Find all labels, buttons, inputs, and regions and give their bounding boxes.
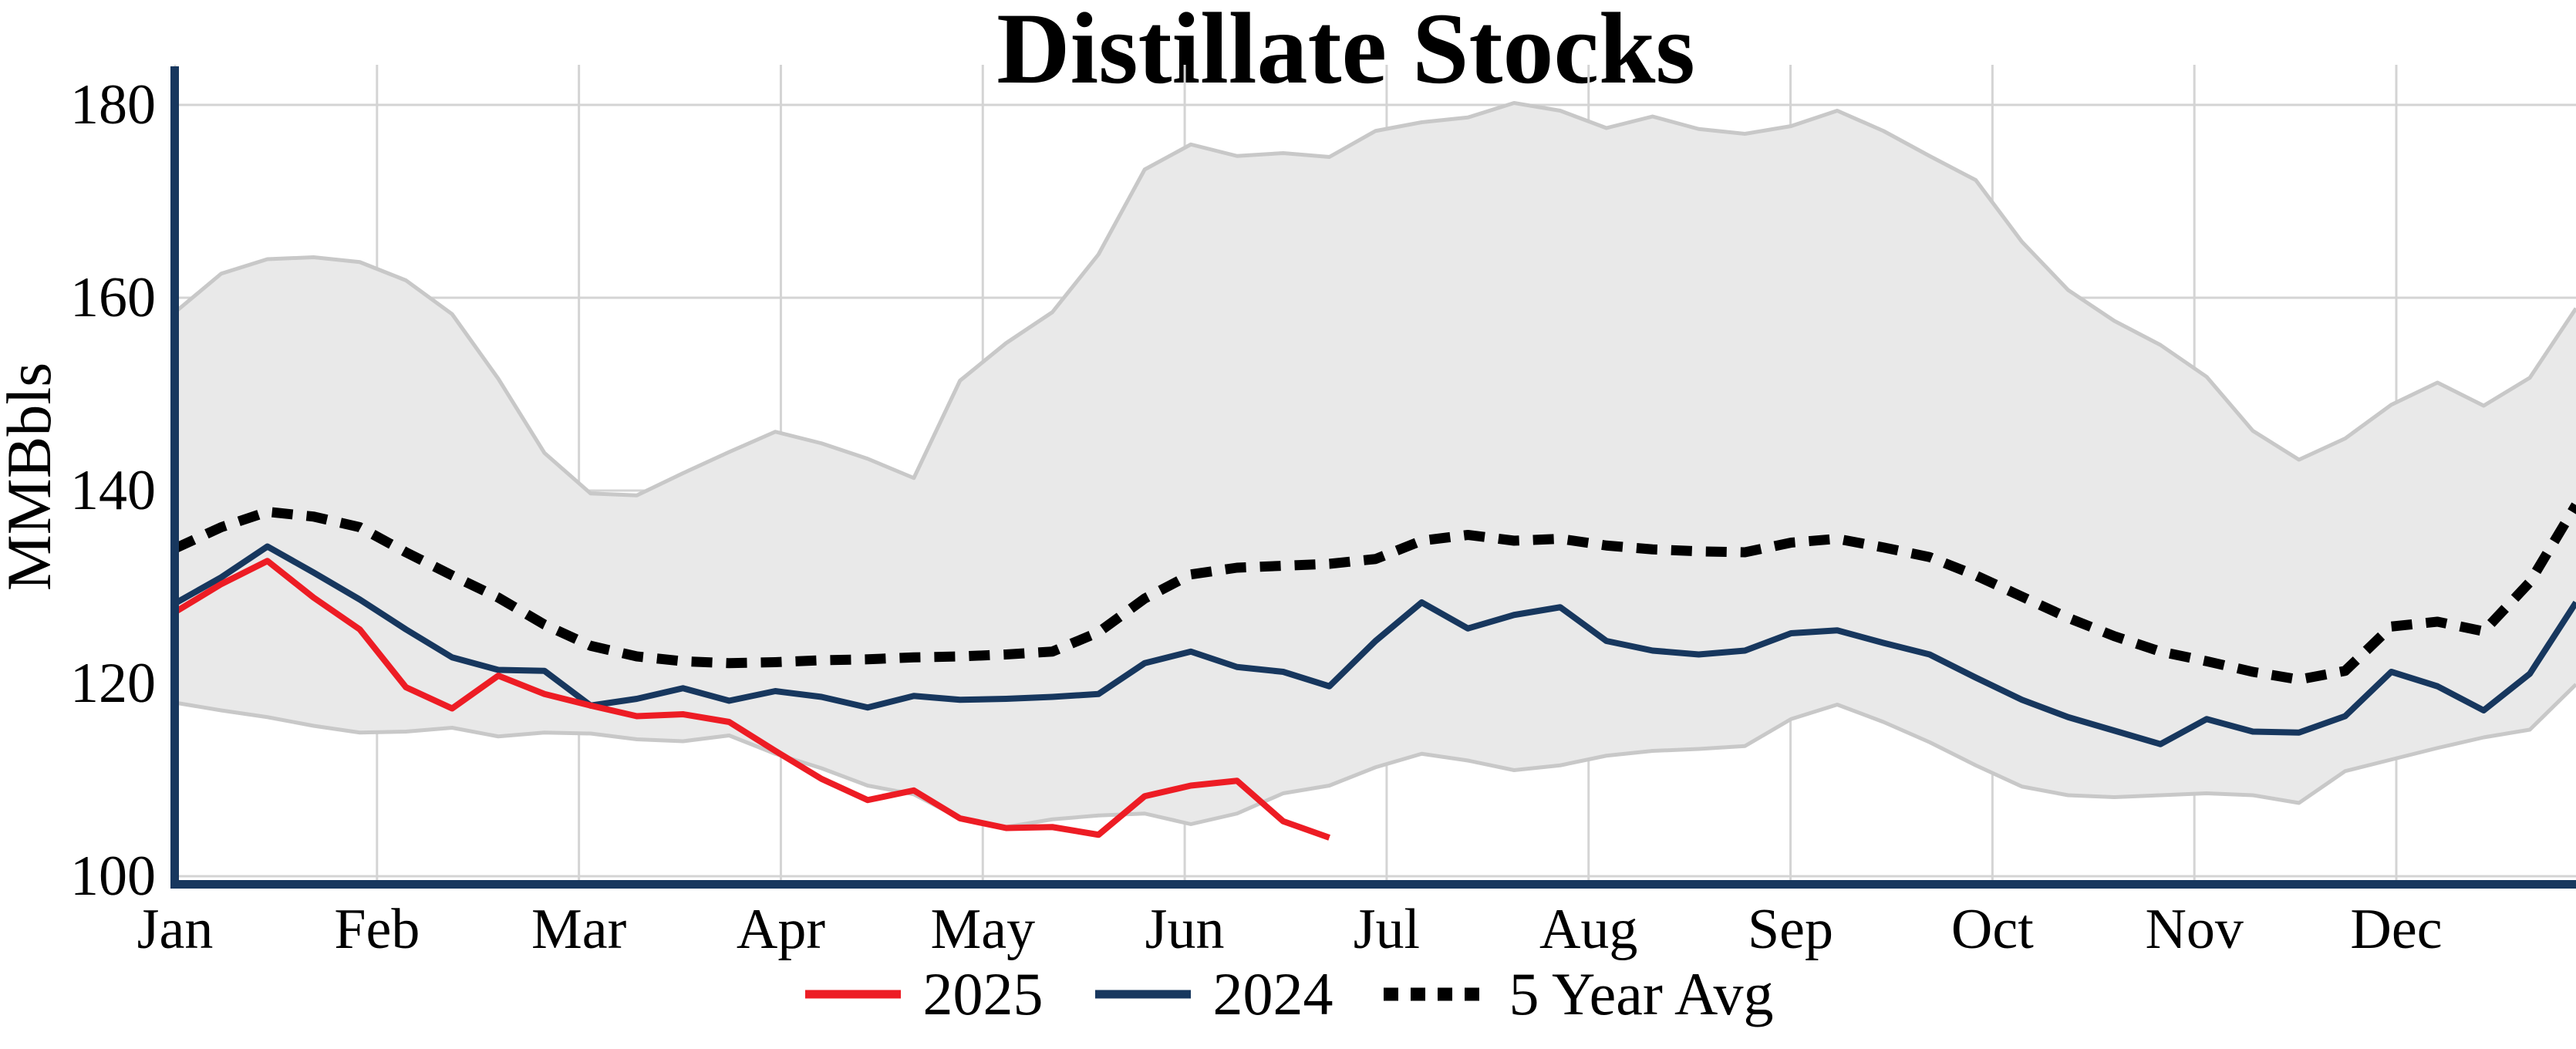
x-tick-label-Jan: Jan [137,898,214,961]
x-tick-label-Mar: Mar [531,898,627,961]
x-tick-label-Jul: Jul [1353,898,1421,961]
y-tick-label-120: 120 [70,652,156,715]
x-axis-spine [170,880,2576,889]
legend-swatch-2024-line [1095,990,1192,999]
legend-label-2024: 2024 [1212,960,1334,1027]
chart-title: Distillate Stocks [996,0,1695,105]
five-year-range-upper-edge [174,101,2576,498]
x-tick-label-Sep: Sep [1748,898,1834,961]
legend-swatch-5yr-avg-dotted-line [1384,987,1489,1001]
y-tick-label-100: 100 [70,845,156,908]
x-tick-label-Apr: Apr [736,898,825,961]
y-tick-label-160: 160 [70,266,156,329]
legend-item-2024: 2024 [1092,960,1333,1029]
legend-label-2025: 2025 [922,960,1044,1027]
x-tick-label-Aug: Aug [1539,898,1638,961]
y-tick-label-180: 180 [70,73,156,137]
five-year-range-lower-edge [174,683,2576,829]
legend-item-2025: 2025 [802,960,1043,1029]
x-tick-label-Dec: Dec [2350,898,2443,961]
series-line-2025 [173,558,1330,841]
series-line-2024 [174,543,2576,747]
legend-item-5yr-avg: 5 Year Avg [1382,960,1774,1029]
x-tick-label-Nov: Nov [2145,898,2244,961]
legend-swatch-2025-line [805,990,902,999]
y-axis-spine [170,66,179,889]
legend-label-5yr-avg: 5 Year Avg [1509,960,1774,1027]
x-tick-label-May: May [930,898,1036,961]
x-tick-label-Oct: Oct [1951,898,2034,961]
legend: 2025 2024 5 Year Avg [0,960,2576,1029]
x-tick-label-Jun: Jun [1145,898,1225,961]
y-tick-label-140: 140 [70,459,156,522]
five-year-range-band [175,103,2576,828]
x-tick-label-Feb: Feb [334,898,420,961]
series-line-5-year-avg [173,502,2576,685]
